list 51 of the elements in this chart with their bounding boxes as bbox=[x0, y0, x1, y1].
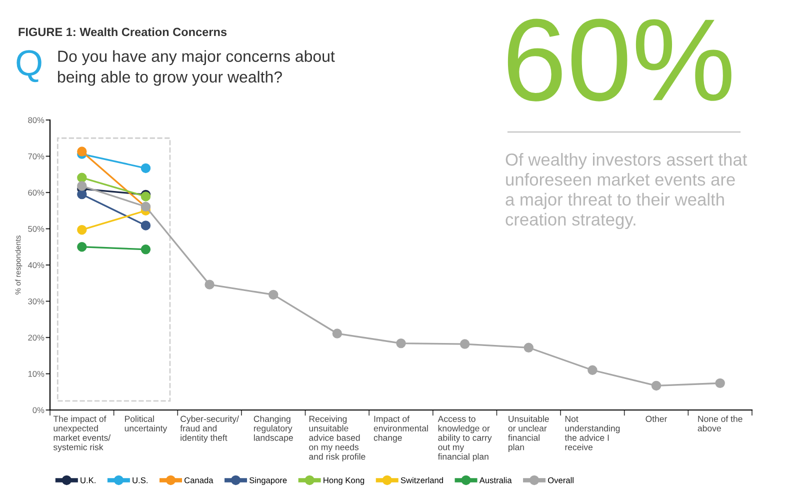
text: Q bbox=[16, 50, 42, 82]
point bbox=[332, 328, 342, 338]
point bbox=[588, 365, 598, 375]
x-tick-label: Access to knowledge or ability to carry out my financial plan bbox=[438, 416, 492, 462]
y-tick-label: 0% bbox=[32, 407, 44, 414]
point bbox=[77, 146, 87, 156]
x-tick-label: Impact of environmental change bbox=[374, 416, 428, 443]
point bbox=[140, 163, 151, 174]
chart-subtitle: Do you have any major concerns about being able to grow your wealth? bbox=[58, 50, 335, 86]
point bbox=[268, 290, 278, 300]
x-tick-label: Not understanding the advice I receive bbox=[564, 416, 620, 450]
y-tick-label: 20% bbox=[28, 334, 44, 341]
legend-label: Switzerland bbox=[400, 477, 443, 484]
y-tick-label: 80% bbox=[28, 117, 44, 124]
x-tick-label: Changing regulatory landscape bbox=[254, 416, 293, 443]
point bbox=[77, 242, 87, 252]
point bbox=[140, 244, 151, 254]
point bbox=[77, 172, 87, 182]
text: 60% bbox=[508, 18, 732, 102]
legend-label: Hong Kong bbox=[324, 477, 364, 485]
chart-title: FIGURE 1: Wealth Creation Concerns bbox=[18, 28, 227, 36]
point bbox=[524, 342, 534, 353]
annotation: Of wealthy investors assert that unforeseen market events are a major threat to their wealth creation strategy. bbox=[506, 153, 748, 230]
point bbox=[204, 280, 214, 290]
x-tick-label: Other bbox=[646, 416, 668, 422]
x-tick-label: Cyber-security/ fraud and identity theft bbox=[180, 416, 239, 443]
y-tick-label: 40% bbox=[28, 262, 44, 268]
point bbox=[460, 339, 470, 349]
y-tick-label: 70% bbox=[28, 153, 44, 160]
point bbox=[77, 181, 87, 191]
point bbox=[651, 380, 662, 391]
point bbox=[715, 378, 725, 388]
x-tick-label: Receiving unsuitable advice based on my needs and risk profile bbox=[309, 416, 366, 462]
legend-label: Canada bbox=[184, 477, 214, 484]
legend-label: Singapore bbox=[249, 477, 287, 485]
point bbox=[396, 338, 406, 348]
x-tick-label: Unsuitable or unclear financial plan bbox=[508, 416, 549, 452]
point bbox=[77, 224, 87, 235]
x-tick-label: None of the above bbox=[698, 416, 742, 432]
point bbox=[140, 220, 151, 230]
legend-label: Australia bbox=[479, 477, 512, 484]
y-tick-label: 60% bbox=[28, 190, 44, 196]
legend-label: U.S. bbox=[132, 477, 148, 484]
y-tick-label: 30% bbox=[28, 298, 44, 304]
legend-label: Overall bbox=[548, 477, 574, 484]
y-tick-label: 10% bbox=[28, 370, 44, 377]
y-tick-label: 50% bbox=[28, 226, 44, 232]
point bbox=[77, 189, 87, 200]
legend-label: U.K. bbox=[80, 477, 96, 484]
x-tick-label: Political uncertainty bbox=[124, 416, 168, 434]
x-tick-label: The impact of unexpected market events/ systemic risk bbox=[53, 416, 111, 452]
